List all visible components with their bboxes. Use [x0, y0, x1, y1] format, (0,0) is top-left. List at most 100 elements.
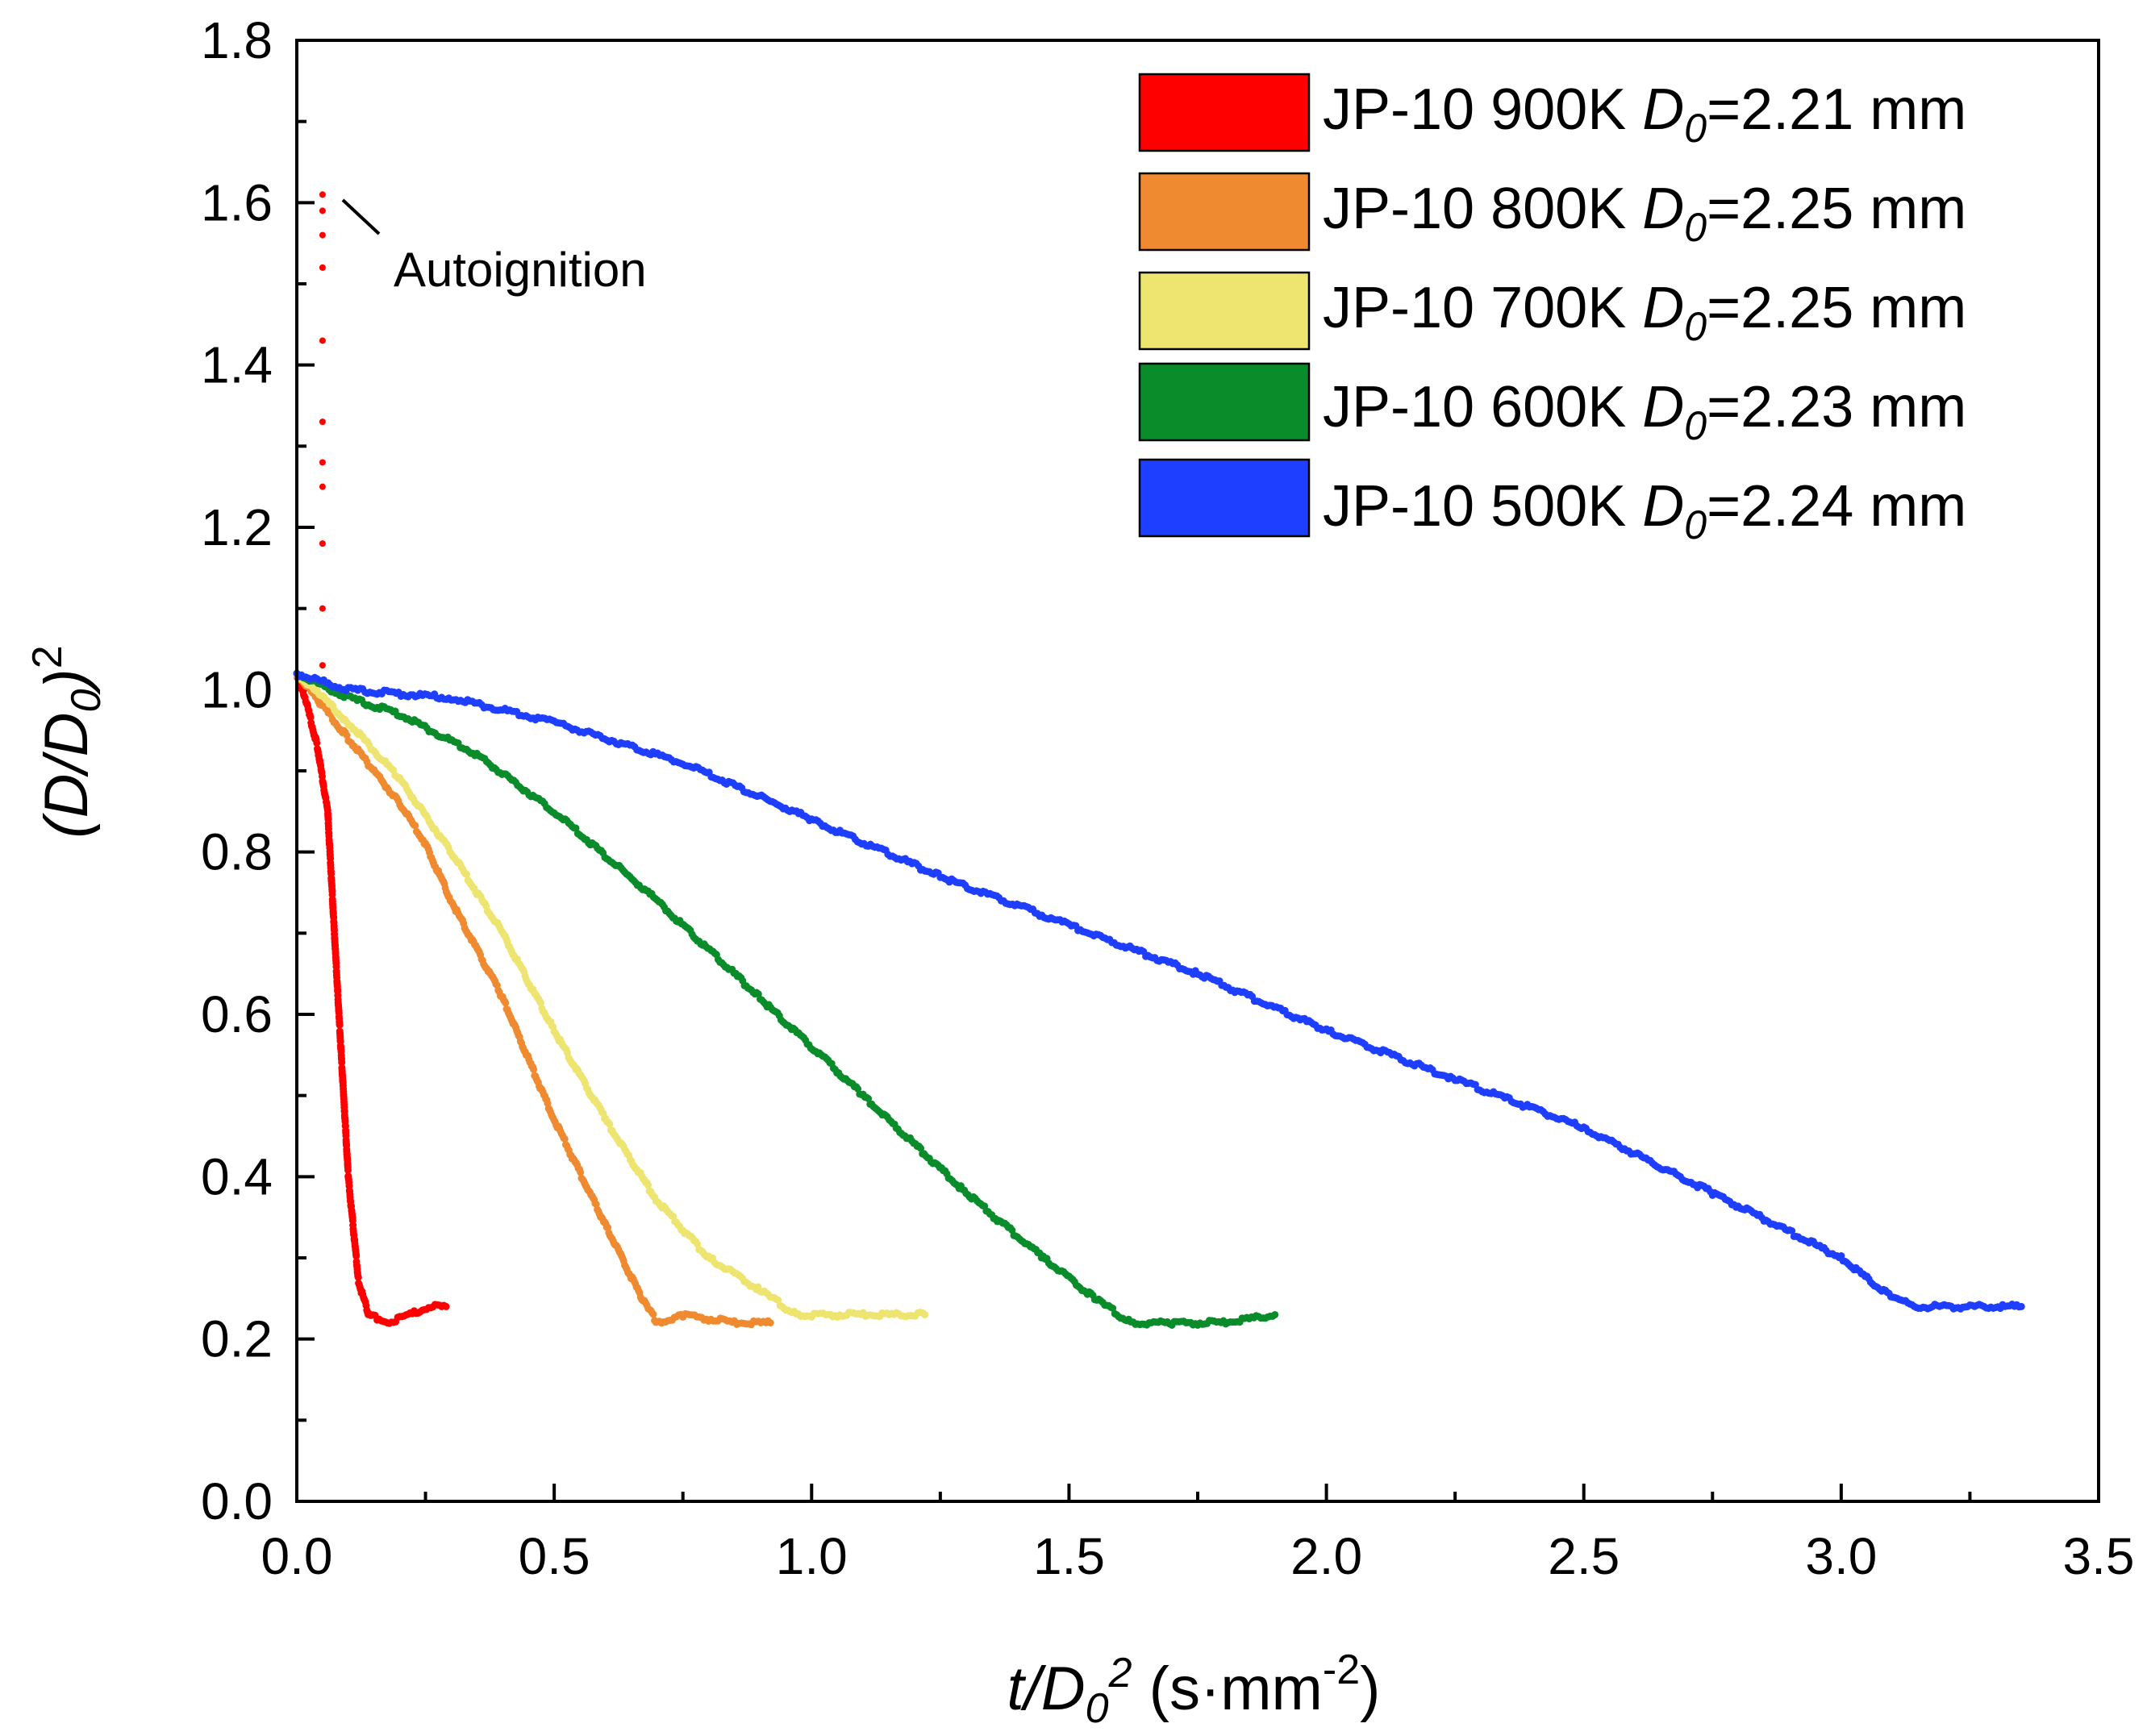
autoignition-point	[319, 231, 326, 239]
series-jp-10-600k	[293, 669, 1279, 1329]
data-point	[644, 1181, 652, 1189]
x-tick-label: 0.0	[261, 1527, 333, 1585]
data-point	[306, 714, 315, 722]
y-tick-label: 1.0	[201, 660, 273, 718]
autoignition-point	[319, 662, 326, 669]
legend-label-700k: JP-10 700K D0=2.25 mm	[1323, 276, 1966, 349]
x-axis-var: t/D	[1007, 1655, 1086, 1723]
autoignition-point	[319, 605, 326, 612]
legend-swatch-800k	[1138, 172, 1311, 252]
data-point	[338, 1059, 346, 1067]
x-tick-label: 0.5	[519, 1527, 590, 1585]
data-point	[1109, 1305, 1117, 1312]
data-point	[604, 1223, 612, 1231]
x-tick-label: 1.5	[1033, 1527, 1105, 1585]
y-axis-title: (D/D0)2	[24, 645, 110, 838]
data-point	[774, 1296, 782, 1304]
legend-item-700k: JP-10 700K D0=2.25 mm	[1138, 271, 1966, 351]
x-tick-label: 3.5	[2063, 1527, 2135, 1585]
autoignition-point	[319, 207, 326, 214]
legend-item-600k: JP-10 600K D0=2.23 mm	[1138, 362, 1966, 448]
data-point	[592, 1201, 600, 1208]
data-point	[1788, 1227, 1796, 1234]
legend-swatch-500k	[1138, 458, 1311, 538]
x-axis-var-sub: 0	[1086, 1685, 1109, 1732]
legend-label-600k: JP-10 600K D0=2.23 mm	[1323, 375, 1966, 448]
data-point	[917, 1144, 924, 1152]
x-axis-var-sup: 2	[1108, 1650, 1132, 1696]
x-axis-unit-prefix: (s·mm	[1132, 1655, 1323, 1723]
series-jp-10-900k	[293, 669, 450, 1327]
y-tick-label: 0.6	[201, 985, 273, 1043]
y-tick-label: 1.8	[201, 11, 273, 69]
x-axis-title: t/D02 (s·mm-2)	[1007, 1646, 1381, 1732]
legend: JP-10 900K D0=2.21 mm JP-10 800K D0=2.25…	[1138, 73, 1966, 547]
y-tick-label: 0.2	[201, 1310, 273, 1368]
data-point	[411, 822, 419, 830]
y-axis-sup: 2	[24, 645, 71, 668]
data-point	[354, 1273, 362, 1281]
data-point	[561, 1135, 569, 1143]
data-point	[694, 1240, 702, 1248]
autoignition-annotation: Autoignition	[341, 198, 647, 297]
plot-frame	[295, 39, 2100, 1503]
autoignition-point	[319, 483, 326, 490]
y-tick-label: 1.6	[201, 173, 273, 231]
data-point	[502, 999, 510, 1007]
y-tick-label: 0.8	[201, 823, 273, 881]
legend-label-500k: JP-10 500K D0=2.24 mm	[1323, 474, 1966, 547]
data-point	[766, 1319, 774, 1327]
legend-swatch-700k	[1138, 271, 1311, 351]
data-point	[530, 1065, 538, 1073]
x-axis-unit-sup: -2	[1323, 1646, 1360, 1693]
x-tick-label: 2.5	[1548, 1527, 1620, 1585]
legend-item-500k: JP-10 500K D0=2.24 mm	[1138, 458, 1966, 547]
x-tick-label: 3.0	[1805, 1527, 1877, 1585]
annotation-text: Autoignition	[394, 243, 647, 297]
autoignition-point	[319, 191, 326, 198]
x-tick-labels: 0.0 0.5 1.0 1.5 2.0 2.5 3.0 3.5	[261, 1527, 2135, 1585]
data-point	[344, 1166, 352, 1174]
legend-item-800k: JP-10 800K D0=2.25 mm	[1138, 172, 1966, 252]
data-point	[649, 1310, 657, 1318]
legend-swatch-900k	[1138, 73, 1311, 152]
legend-swatch-600k	[1138, 362, 1311, 442]
x-axis-unit-suffix: )	[1360, 1655, 1380, 1723]
data-point	[865, 1095, 873, 1102]
y-tick-label: 1.2	[201, 498, 273, 556]
legend-label-900k: JP-10 900K D0=2.21 mm	[1323, 77, 1966, 151]
series-jp-10-800k	[293, 669, 774, 1329]
data-point	[606, 1120, 614, 1128]
data-point	[352, 1252, 361, 1260]
y-tick-label: 1.4	[201, 336, 273, 394]
data-point	[313, 739, 321, 747]
y-tick-label: 0.4	[201, 1147, 273, 1205]
data-point	[577, 1168, 585, 1176]
x-tick-label: 2.0	[1290, 1527, 1362, 1585]
legend-label-800k: JP-10 800K D0=2.25 mm	[1323, 177, 1966, 250]
autoignition-point	[319, 459, 326, 466]
series-jp-10-500k	[293, 669, 2025, 1313]
y-tick-label: 0.0	[201, 1472, 273, 1530]
data-point	[572, 824, 580, 832]
series-jp-10-700k	[293, 669, 929, 1321]
plot-series	[293, 191, 2025, 1329]
annotation-leader-line	[341, 198, 381, 235]
y-axis-open: (D/D	[32, 712, 101, 838]
autoignition-point	[319, 264, 326, 271]
autoignition-points	[319, 191, 326, 669]
autoignition-point	[319, 337, 326, 344]
data-point	[537, 999, 544, 1007]
legend-item-900k: JP-10 900K D0=2.21 mm	[1138, 73, 1966, 152]
data-point	[463, 870, 471, 878]
data-point	[1271, 1310, 1279, 1318]
data-point	[336, 1021, 344, 1029]
data-point	[921, 1310, 929, 1318]
autoignition-point	[319, 540, 326, 547]
x-tick-label: 1.0	[776, 1527, 848, 1585]
y-axis-sub: 0	[63, 689, 110, 712]
y-tick-labels: 0.0 0.2 0.4 0.6 0.8 1.0 1.2 1.4 1.6 1.8	[201, 11, 273, 1530]
data-point	[2017, 1302, 2025, 1310]
data-point	[442, 1302, 450, 1310]
